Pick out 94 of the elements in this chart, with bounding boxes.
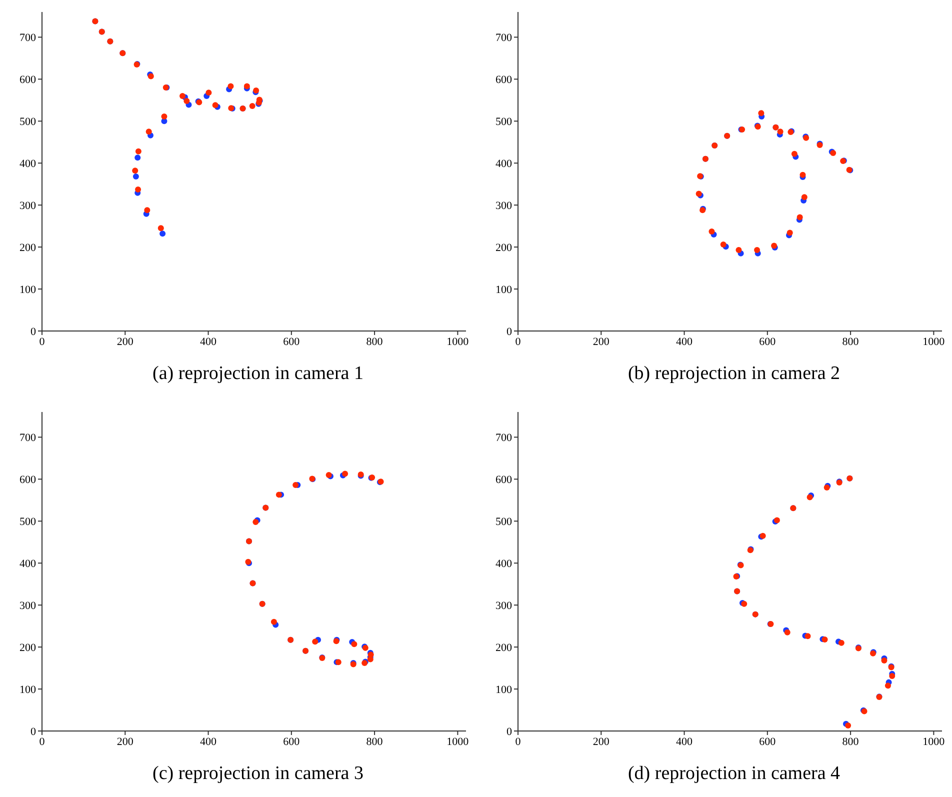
x-tick-label: 200 [592,736,610,748]
point [206,90,212,96]
x-tick-label: 800 [842,336,860,348]
x-tick-label: 1000 [922,736,946,748]
y-tick-label: 700 [496,32,512,44]
point [845,722,852,729]
x-tick-label: 0 [39,336,46,348]
point [777,128,784,135]
point [158,225,164,232]
y-tick-label: 200 [496,242,512,254]
point [160,230,166,237]
y-tick-label: 500 [20,516,36,528]
point [889,673,896,680]
point [144,207,150,214]
y-tick-label: 100 [20,684,36,696]
x-tick-label: 600 [759,736,776,748]
x-tick-label: 600 [283,336,300,348]
point [796,214,803,220]
point [146,128,152,135]
y-tick-label: 400 [20,558,36,570]
point [758,110,764,116]
x-tick-label: 600 [283,736,300,748]
y-tick-label: 0 [506,726,512,738]
y-tick-label: 400 [20,158,36,170]
y-tick-label: 200 [496,642,512,654]
point [135,148,142,154]
x-tick-label: 400 [676,736,694,748]
y-tick-label: 400 [496,558,512,570]
y-tick-label: 700 [20,432,36,444]
y-tick-label: 500 [20,116,36,128]
point [134,154,141,161]
text: (d) reprojection in camera 4 [626,763,842,785]
y-tick-label: 700 [20,32,36,44]
point [720,242,726,248]
point [736,246,742,253]
x-tick-label: 1000 [922,336,946,348]
point [754,246,760,253]
x-tick-label: 400 [200,736,218,748]
x-tick-label: 0 [39,736,46,748]
y-tick-label: 600 [496,74,512,86]
point [249,103,256,110]
point [135,186,142,193]
x-tick-label: 200 [116,736,134,748]
y-tick-label: 100 [20,284,36,296]
point [708,228,715,235]
point [312,638,318,645]
point [228,83,234,90]
point [804,633,811,640]
point [132,174,139,180]
x-tick-label: 400 [676,336,694,348]
y-tick-label: 100 [496,684,512,696]
y-tick-label: 400 [496,158,512,170]
y-tick-label: 300 [20,200,36,212]
y-tick-label: 0 [506,326,512,338]
point [180,92,186,99]
x-tick-label: 200 [116,336,134,348]
y-tick-label: 300 [496,600,512,612]
point [838,640,844,646]
x-tick-label: 1000 [446,736,470,748]
y-tick-label: 700 [496,432,512,444]
y-tick-label: 600 [20,474,36,486]
y-tick-label: 100 [496,284,512,296]
y-tick-label: 300 [20,600,36,612]
y-tick-label: 500 [496,116,512,128]
x-tick-label: 800 [366,736,384,748]
point [184,98,190,104]
y-tick-label: 200 [20,642,36,654]
x-tick-label: 200 [592,336,610,348]
point [132,168,138,174]
x-tick-label: 400 [200,336,218,348]
x-tick-label: 600 [759,336,776,348]
point [161,114,168,120]
text: (c) reprojection in camera 3 [152,763,364,785]
point [276,492,282,498]
y-tick-label: 0 [30,326,36,338]
point [342,470,348,477]
y-tick-label: 600 [20,74,36,86]
point [270,618,277,625]
point [884,682,891,689]
x-tick-label: 800 [842,736,860,748]
x-tick-label: 0 [515,336,522,348]
point [801,194,808,200]
x-tick-label: 800 [366,336,384,348]
point [791,150,798,157]
x-tick-label: 1000 [446,336,470,348]
point [786,230,793,236]
y-tick-label: 200 [20,242,36,254]
y-tick-label: 0 [30,726,36,738]
y-tick-label: 600 [496,474,512,486]
text: (a) reprojection in camera 1 [152,363,364,385]
y-tick-label: 300 [496,200,512,212]
text: (b) reprojection in camera 2 [626,363,842,385]
y-tick-label: 500 [496,516,512,528]
x-tick-label: 0 [515,736,522,748]
